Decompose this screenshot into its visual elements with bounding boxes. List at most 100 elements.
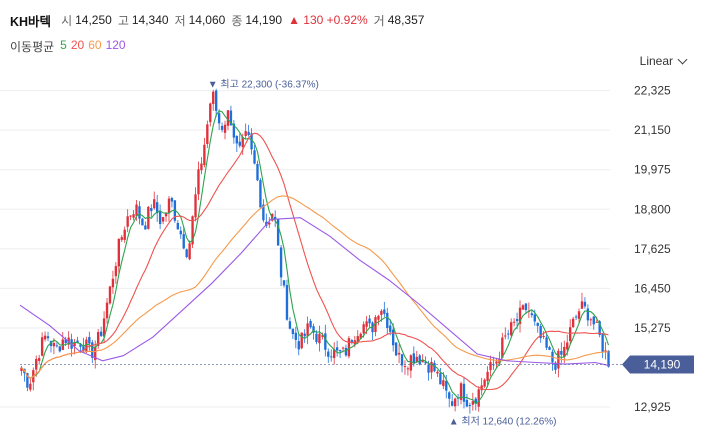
- candle-body: [259, 180, 262, 208]
- candle-body: [445, 380, 448, 391]
- candle-body: [99, 331, 103, 336]
- y-tick-label: 16,450: [634, 281, 671, 295]
- candle-body: [568, 327, 572, 342]
- candle-body: [380, 310, 383, 315]
- ma-line-60: [21, 195, 609, 379]
- candle-body: [94, 346, 97, 361]
- candle-body: [586, 308, 590, 321]
- candle-body: [474, 398, 477, 404]
- candle-body: [108, 286, 112, 304]
- candle-body: [52, 342, 56, 347]
- candle-body: [453, 398, 457, 407]
- candle-body: [571, 318, 575, 328]
- candle-body: [176, 222, 180, 230]
- candle-body: [427, 364, 430, 373]
- candle-body: [164, 212, 168, 217]
- current-price-tag: [622, 355, 694, 374]
- candle-body: [397, 352, 401, 355]
- scale-selector[interactable]: Linear: [640, 54, 688, 68]
- candle-body: [486, 371, 489, 381]
- candle-body: [477, 389, 480, 407]
- candle-body: [285, 285, 289, 320]
- ma-legend-5[interactable]: 5: [60, 38, 67, 52]
- candle-body: [577, 311, 581, 319]
- candle-body: [359, 333, 362, 339]
- candle-body: [182, 234, 185, 249]
- ma-line-20: [21, 132, 609, 391]
- candle-body: [347, 338, 351, 357]
- open-label: 시: [61, 13, 73, 28]
- candle-body: [141, 218, 144, 226]
- ma-legend-60[interactable]: 60: [88, 38, 102, 52]
- candle-body: [279, 247, 283, 278]
- candle-body: [268, 222, 271, 225]
- candle-body: [368, 318, 371, 324]
- candle-body: [604, 350, 607, 352]
- candle-body: [389, 325, 392, 332]
- candle-body: [153, 199, 156, 209]
- candle-body: [76, 340, 79, 343]
- candle-body: [214, 90, 218, 111]
- candle-body: [262, 204, 265, 221]
- candle-body: [321, 335, 324, 337]
- candle-body: [217, 113, 221, 124]
- candle-body: [312, 326, 315, 333]
- candle-body: [203, 144, 206, 166]
- candle-body: [365, 321, 368, 327]
- candle-body: [374, 317, 377, 333]
- y-tick-label: 19,975: [634, 163, 671, 177]
- candle-body: [483, 379, 486, 387]
- y-tick-label: 12,925: [634, 400, 671, 414]
- candle-body: [409, 355, 413, 371]
- candle-body: [589, 319, 593, 321]
- candle-body: [448, 392, 451, 399]
- candle-body: [386, 312, 389, 329]
- candle-body: [383, 309, 386, 314]
- candle-body: [459, 383, 463, 400]
- y-tick-label: 18,800: [634, 202, 671, 216]
- candle-body: [220, 126, 224, 130]
- y-tick-label: 21,150: [634, 123, 671, 137]
- candle-body: [545, 337, 548, 348]
- candle-body: [412, 353, 416, 363]
- candle-body: [85, 339, 88, 352]
- candle-body: [554, 362, 557, 370]
- candle-body: [179, 230, 182, 235]
- candle-body: [144, 225, 147, 230]
- candle-body: [418, 355, 421, 365]
- low-value: 14,060: [188, 13, 226, 27]
- candle-body: [595, 321, 598, 323]
- candle-body: [297, 341, 300, 350]
- candle-body: [294, 332, 298, 340]
- candle-body: [533, 314, 536, 322]
- ma-line-5: [21, 110, 610, 405]
- candle-body: [430, 361, 433, 373]
- candle-body: [362, 324, 365, 334]
- candle-body: [324, 333, 327, 350]
- candle-body: [303, 333, 306, 337]
- candle-body: [288, 321, 292, 329]
- candle-body: [43, 335, 47, 340]
- candle-body: [332, 349, 336, 358]
- candle-body: [439, 373, 442, 385]
- candle-body: [82, 346, 85, 351]
- candle-body: [105, 302, 109, 319]
- candle-body: [138, 206, 141, 219]
- candle-body: [135, 204, 138, 216]
- candle-body: [73, 342, 76, 347]
- ma-legend: 이동평균 5 20 60 120: [10, 38, 126, 55]
- candle-body: [241, 137, 244, 147]
- ma-legend-20[interactable]: 20: [70, 38, 85, 52]
- candle-body: [403, 366, 407, 368]
- ma-legend-120[interactable]: 120: [105, 38, 126, 52]
- candle-body: [542, 335, 545, 338]
- candle-body: [566, 342, 569, 350]
- candle-body: [583, 301, 587, 307]
- candle-body: [170, 198, 174, 202]
- candle-body: [592, 316, 595, 325]
- candle-body: [185, 249, 188, 258]
- candle-body: [350, 340, 354, 344]
- candle-body: [377, 315, 380, 320]
- candle-body: [223, 124, 227, 133]
